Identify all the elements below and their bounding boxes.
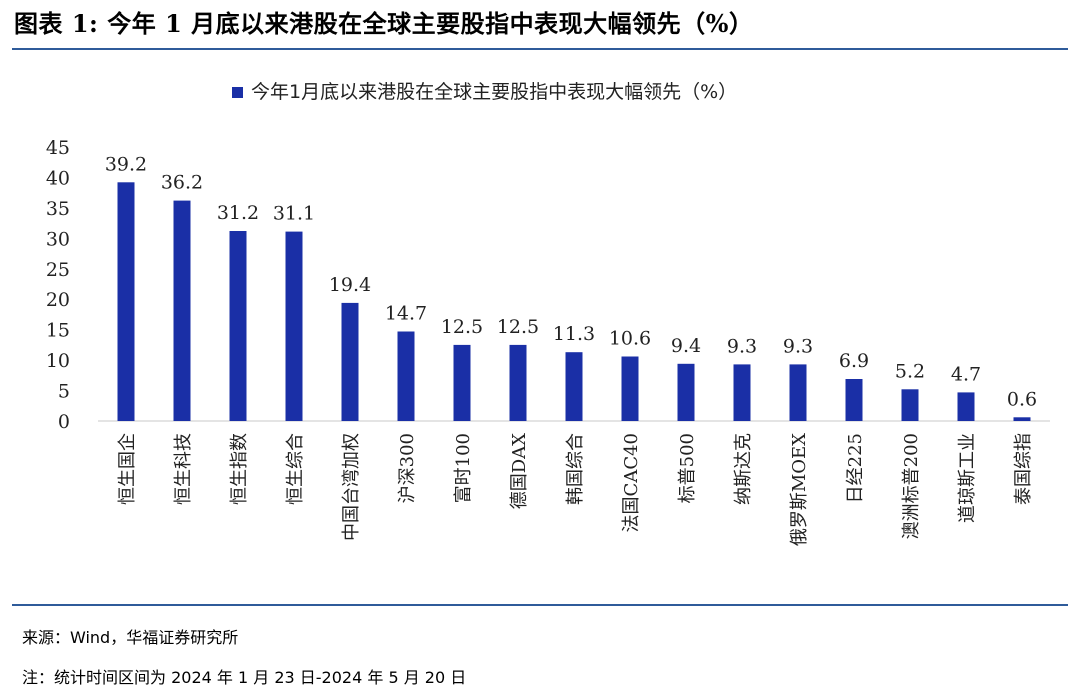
legend-swatch bbox=[232, 87, 243, 98]
x-tick-label: 标普500 bbox=[677, 433, 698, 503]
data-label: 36.2 bbox=[161, 172, 203, 194]
bar bbox=[621, 356, 639, 421]
x-tick-label: 中国台湾加权 bbox=[341, 433, 362, 541]
x-tick-label: 韩国综合 bbox=[565, 433, 586, 505]
data-labels: 39.2 36.2 31.2 31.1 19.4 14.7 12.5 12.5 11.3 10.6… bbox=[105, 153, 1037, 410]
x-tick-label: 法国CAC40 bbox=[621, 433, 642, 532]
footer-divider bbox=[12, 604, 1068, 606]
data-label: 9.4 bbox=[671, 335, 701, 357]
data-label: 4.7 bbox=[951, 363, 981, 385]
page-title: 图表 1: 今年 1 月底以来港股在全球主要股指中表现大幅领先（%） bbox=[14, 9, 754, 38]
data-label: 6.9 bbox=[839, 350, 869, 372]
data-label: 12.5 bbox=[497, 316, 539, 338]
bar bbox=[117, 182, 135, 421]
y-tick-label: 40 bbox=[46, 167, 70, 189]
data-label: 39.2 bbox=[105, 153, 147, 175]
period-note: 注：统计时间区间为 2024 年 1 月 23 日-2024 年 5 月 20 … bbox=[22, 668, 467, 687]
bar bbox=[341, 302, 359, 421]
data-label: 12.5 bbox=[441, 316, 483, 338]
bar bbox=[229, 231, 247, 421]
bar bbox=[845, 379, 863, 421]
bar bbox=[957, 392, 975, 421]
data-label: 14.7 bbox=[385, 303, 427, 325]
data-label: 19.4 bbox=[329, 274, 371, 296]
bar bbox=[509, 344, 527, 421]
y-tick-label: 15 bbox=[46, 320, 70, 342]
y-tick-label: 5 bbox=[58, 381, 70, 403]
data-label: 10.6 bbox=[609, 328, 651, 350]
y-tick-label: 45 bbox=[46, 137, 70, 159]
data-label: 31.2 bbox=[217, 202, 259, 224]
y-tick-label: 10 bbox=[46, 350, 70, 372]
x-tick-label: 沪深300 bbox=[397, 433, 418, 503]
x-tick-label: 道琼斯工业 bbox=[957, 433, 978, 523]
x-tick-label: 恒生指数 bbox=[229, 433, 250, 505]
y-tick-label: 0 bbox=[58, 411, 70, 433]
y-tick-label: 35 bbox=[46, 198, 70, 220]
data-label: 9.3 bbox=[783, 335, 813, 357]
x-tick-label: 富时100 bbox=[453, 433, 474, 503]
bar bbox=[397, 331, 415, 421]
title-divider bbox=[12, 48, 1068, 50]
y-tick-label: 20 bbox=[46, 289, 70, 311]
legend-label: 今年1月底以来港股在全球主要股指中表现大幅领先（%） bbox=[251, 81, 737, 103]
bar bbox=[789, 364, 807, 421]
bar bbox=[453, 344, 471, 421]
x-tick-label: 德国DAX bbox=[509, 433, 530, 509]
source-note: 来源：Wind，华福证券研究所 bbox=[22, 628, 239, 647]
bar bbox=[285, 231, 303, 421]
bar-chart: 今年1月底以来港股在全球主要股指中表现大幅领先（%） 0 5 10 15 20 25 30 3… bbox=[46, 81, 1050, 546]
bars bbox=[117, 182, 1031, 421]
x-tick-label: 恒生国企 bbox=[117, 433, 138, 505]
x-tick-label: 澳洲标普200 bbox=[901, 433, 922, 539]
bar bbox=[1013, 417, 1031, 421]
data-label: 31.1 bbox=[273, 203, 315, 225]
y-tick-label: 25 bbox=[46, 259, 70, 281]
x-axis-labels: 恒生国企 恒生科技 恒生指数 恒生综合 中国台湾加权 沪深300 富时100 德国DAX 韩国综… bbox=[117, 433, 1034, 546]
x-tick-label: 泰国综指 bbox=[1013, 433, 1034, 505]
x-tick-label: 恒生科技 bbox=[173, 433, 194, 505]
data-label: 0.6 bbox=[1007, 388, 1037, 410]
y-axis: 0 5 10 15 20 25 30 35 40 45 bbox=[46, 137, 70, 433]
x-tick-label: 俄罗斯MOEX bbox=[789, 433, 810, 546]
y-tick-label: 30 bbox=[46, 228, 70, 250]
bar bbox=[733, 364, 751, 421]
x-tick-label: 日经225 bbox=[845, 433, 866, 503]
bar bbox=[901, 389, 919, 421]
x-tick-label: 恒生综合 bbox=[285, 433, 306, 505]
chart-legend: 今年1月底以来港股在全球主要股指中表现大幅领先（%） bbox=[232, 81, 737, 103]
data-label: 5.2 bbox=[895, 360, 925, 382]
data-label: 9.3 bbox=[727, 335, 757, 357]
x-tick-label: 纳斯达克 bbox=[733, 433, 754, 505]
bar bbox=[173, 200, 191, 421]
bar bbox=[565, 352, 583, 421]
bar bbox=[677, 363, 695, 421]
data-label: 11.3 bbox=[553, 323, 595, 345]
